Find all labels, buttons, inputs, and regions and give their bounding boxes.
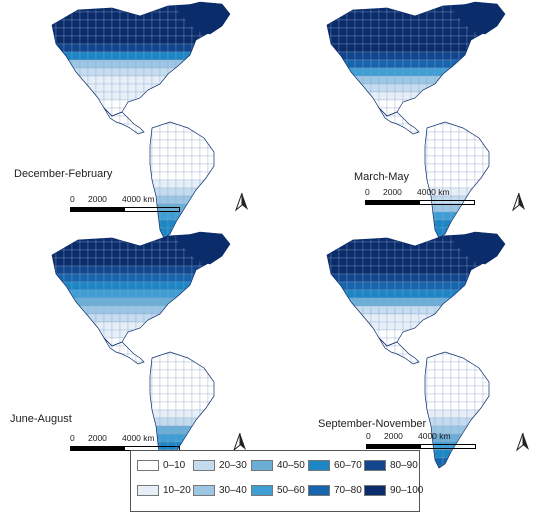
legend-swatch xyxy=(137,459,159,471)
legend-item: 50–60 xyxy=(251,483,305,497)
legend-item: 20–30 xyxy=(193,458,247,472)
americas-grid-map xyxy=(326,1,506,239)
legend-swatch xyxy=(364,484,386,496)
legend-item: 90–100 xyxy=(364,483,423,497)
legend-swatch xyxy=(193,459,215,471)
scale-label-4000: 4000 km xyxy=(122,433,155,443)
scale-label-4000: 4000 km xyxy=(417,187,450,197)
scale-label-2000: 2000 xyxy=(383,187,402,197)
scale-label-0: 0 xyxy=(70,194,75,204)
legend-label: 60–70 xyxy=(334,459,362,471)
legend-swatch xyxy=(364,459,386,471)
legend-label: 20–30 xyxy=(219,459,247,471)
legend-item: 0–10 xyxy=(137,458,185,472)
map-panel-dec-feb: December-February 0 2000 4000 km xyxy=(0,0,275,240)
legend-item: 60–70 xyxy=(308,458,362,472)
americas-grid-map xyxy=(51,1,231,239)
americas-grid-map xyxy=(326,231,506,469)
legend-swatch xyxy=(251,484,273,496)
scale-bar: 0 2000 4000 km xyxy=(70,433,190,459)
season-label: December-February xyxy=(14,168,113,180)
season-label: March-May xyxy=(354,171,410,183)
legend-swatch xyxy=(308,484,330,496)
legend-item: 80–90 xyxy=(364,458,418,472)
north-arrow-icon xyxy=(232,432,248,452)
scale-bar: 0 2000 4000 km xyxy=(366,431,486,457)
legend-swatch xyxy=(193,484,215,496)
season-label: June-August xyxy=(10,413,72,425)
scale-label-2000: 2000 xyxy=(384,431,403,441)
map-panel-sep-nov: September-November 0 2000 4000 km xyxy=(275,230,550,470)
legend-label: 0–10 xyxy=(163,459,186,471)
legend: 0–10 10–20 20–30 30–40 40–50 50–60 60–70… xyxy=(130,450,423,512)
legend-item: 40–50 xyxy=(251,458,305,472)
legend-swatch xyxy=(137,484,159,496)
legend-item: 10–20 xyxy=(137,483,191,497)
legend-label: 90–100 xyxy=(390,484,424,496)
legend-label: 10–20 xyxy=(163,484,191,496)
legend-swatch xyxy=(308,459,330,471)
scale-label-4000: 4000 km xyxy=(122,194,155,204)
legend-label: 30–40 xyxy=(219,484,247,496)
scale-label-4000: 4000 km xyxy=(418,431,451,441)
legend-label: 80–90 xyxy=(390,459,418,471)
legend-label: 70–80 xyxy=(334,484,362,496)
scale-label-0: 0 xyxy=(366,431,371,441)
scale-label-2000: 2000 xyxy=(88,194,107,204)
season-label: September-November xyxy=(318,418,427,430)
scale-label-0: 0 xyxy=(365,187,370,197)
legend-item: 70–80 xyxy=(308,483,362,497)
scale-bar: 0 2000 4000 km xyxy=(365,187,485,213)
legend-label: 50–60 xyxy=(277,484,305,496)
north-arrow-icon xyxy=(515,432,531,452)
north-arrow-icon xyxy=(234,192,250,212)
legend-swatch xyxy=(251,459,273,471)
legend-label: 40–50 xyxy=(277,459,305,471)
scale-label-0: 0 xyxy=(70,433,75,443)
map-panel-jun-aug: June-August 0 2000 4000 km xyxy=(0,230,275,470)
legend-item: 30–40 xyxy=(193,483,247,497)
map-panel-mar-may: March-May 0 2000 4000 km xyxy=(275,0,550,240)
scale-bar: 0 2000 4000 km xyxy=(70,194,190,220)
scale-label-2000: 2000 xyxy=(88,433,107,443)
north-arrow-icon xyxy=(511,192,527,212)
